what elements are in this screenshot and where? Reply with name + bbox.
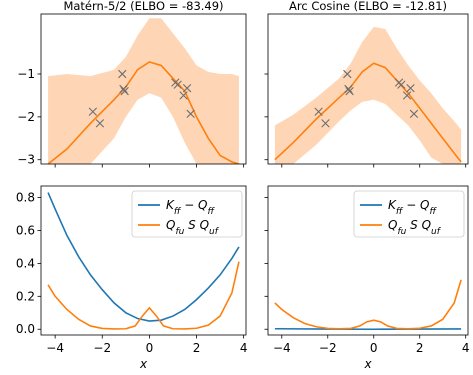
x-tick-label: 4	[462, 341, 470, 355]
data-point	[321, 119, 330, 128]
x-tick-label: 2	[193, 341, 201, 355]
axes-frame	[267, 185, 469, 336]
mean-line	[47, 61, 240, 164]
axes-frame	[40, 185, 247, 336]
x-tick-label: 2	[416, 341, 424, 355]
y-tick-label: 0.8	[16, 191, 35, 205]
data-point	[120, 86, 129, 96]
confidence-band	[48, 18, 239, 164]
plot-area	[274, 279, 462, 331]
series-line	[47, 261, 240, 330]
legend-label: Qfu S Quf	[388, 218, 442, 237]
panel-top-left: −3 −2 −1 Matérn-5/2 (ELBO = -83.49)	[17, 0, 247, 168]
plot-area	[47, 192, 240, 330]
data-point	[88, 107, 98, 116]
data-point	[402, 91, 412, 100]
plot-area	[47, 18, 240, 164]
data-point	[186, 109, 195, 119]
x-tick-label: 4	[240, 341, 248, 355]
axes-frame	[267, 13, 469, 165]
x-tick-label: −4	[273, 341, 291, 355]
y-tick-label: −2	[17, 110, 35, 124]
panel-top-right: Arc Cosine (ELBO = -12.81)	[264, 0, 469, 168]
confidence-band	[274, 26, 462, 164]
chart-title: Arc Cosine (ELBO = -12.81)	[289, 0, 447, 13]
legend-label: Kff − Qff	[166, 198, 216, 217]
mean-line	[274, 62, 462, 163]
data-point	[406, 83, 415, 93]
x-tick-label: −4	[46, 341, 64, 355]
axes-frame	[40, 13, 247, 165]
legend-label: Kff − Qff	[388, 198, 438, 217]
data-point	[95, 119, 105, 128]
y-tick-label: 0.0	[16, 322, 35, 336]
data-point	[343, 69, 352, 79]
y-tick-label: −3	[17, 153, 35, 167]
data-point	[182, 83, 192, 93]
y-tick-label: 0.4	[16, 256, 35, 270]
x-tick-label: −2	[93, 341, 111, 355]
data-point	[314, 107, 323, 116]
x-tick-label: 0	[146, 341, 154, 355]
x-axis-label: x	[139, 357, 148, 371]
x-tick-label: 0	[370, 341, 378, 355]
series-line	[47, 192, 240, 322]
y-tick-label: −1	[17, 67, 35, 81]
series-line	[274, 327, 462, 331]
data-point	[397, 80, 406, 89]
data-point	[118, 69, 127, 79]
data-point	[344, 84, 353, 94]
data-point	[173, 80, 182, 89]
x-tick-label: −2	[319, 341, 337, 355]
data-point	[179, 91, 188, 100]
series-line	[274, 279, 462, 330]
legend-label: Qfu S Quf	[166, 218, 220, 237]
x-axis-label: x	[363, 357, 372, 371]
data-point	[409, 109, 419, 119]
chart-title: Matérn-5/2 (ELBO = -83.49)	[63, 0, 223, 13]
data-point	[119, 84, 128, 94]
y-tick-label: 0.2	[16, 289, 35, 303]
data-point	[345, 86, 354, 96]
plot-area	[274, 26, 462, 164]
y-tick-label: 0.6	[16, 223, 35, 237]
